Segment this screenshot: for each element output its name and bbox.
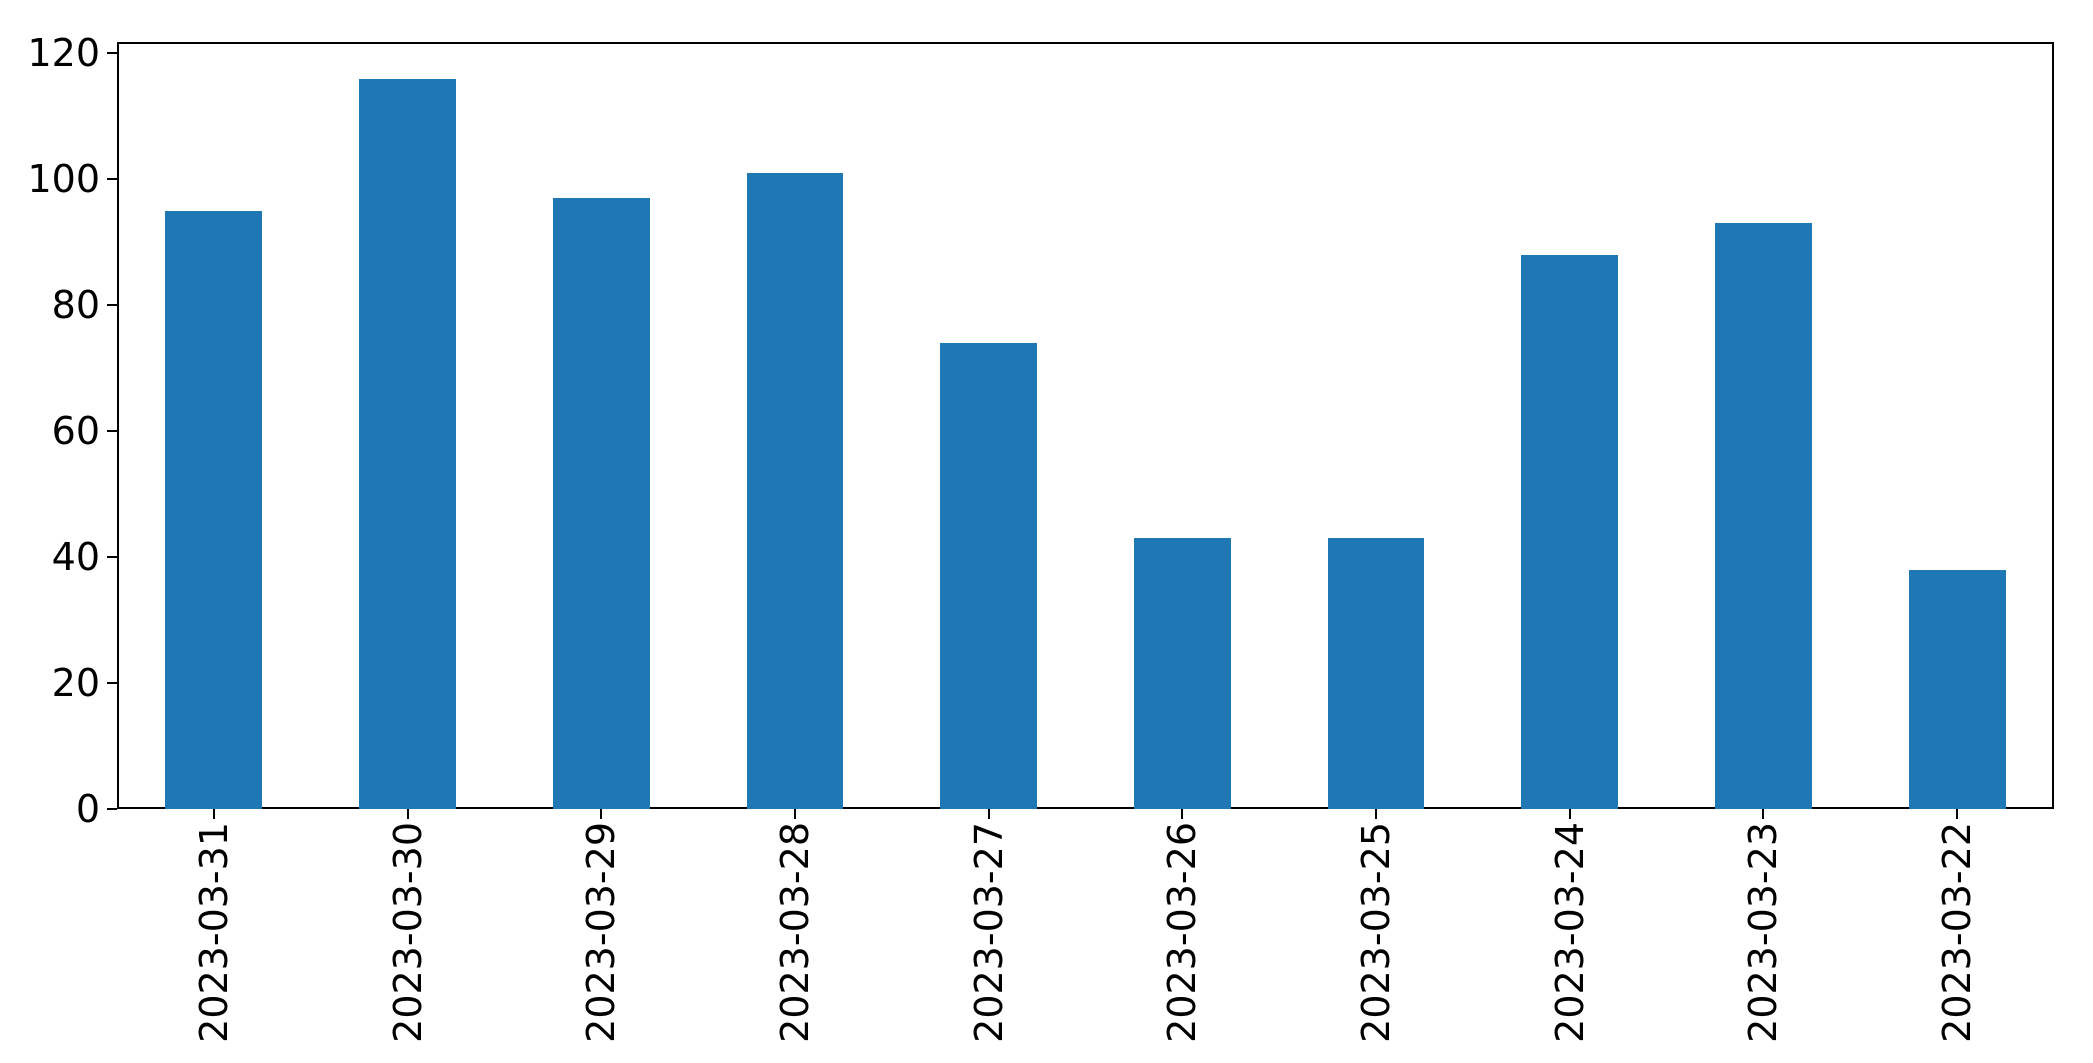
y-tick-mark [107, 556, 117, 559]
y-tick-label: 0 [75, 787, 100, 831]
y-tick-label: 120 [27, 31, 100, 76]
bar [1715, 223, 1812, 809]
y-tick-label: 80 [51, 283, 100, 328]
x-tick-label: 2023-03-22 [1935, 822, 1980, 1043]
y-tick-mark [107, 808, 117, 810]
bar [552, 198, 650, 809]
x-tick-mark [1568, 809, 1571, 819]
x-tick-mark [406, 809, 409, 819]
y-tick-label: 60 [51, 409, 100, 454]
y-tick-mark [107, 682, 117, 685]
x-tick-label: 2023-03-26 [1160, 822, 1205, 1043]
bar [165, 210, 263, 809]
bar [1908, 569, 2006, 809]
x-tick-mark [600, 809, 603, 819]
x-tick-mark [1956, 809, 1959, 819]
bar [746, 172, 844, 809]
bar [1133, 538, 1231, 809]
x-tick-mark [987, 809, 990, 819]
y-tick-label: 40 [51, 535, 100, 580]
x-tick-label: 2023-03-30 [385, 822, 430, 1043]
y-tick-mark [107, 304, 117, 307]
x-tick-label: 2023-03-27 [966, 822, 1011, 1043]
x-tick-label: 2023-03-29 [579, 822, 624, 1043]
x-tick-mark [793, 809, 796, 819]
x-tick-label: 2023-03-28 [772, 822, 817, 1043]
x-tick-label: 2023-03-31 [191, 822, 236, 1043]
bar [940, 343, 1038, 809]
bar [1521, 254, 1619, 809]
x-tick-label: 2023-03-25 [1354, 822, 1399, 1043]
x-tick-label: 2023-03-24 [1547, 822, 1592, 1043]
y-tick-label: 20 [51, 661, 100, 706]
x-tick-mark [1762, 809, 1765, 819]
x-tick-mark [1181, 809, 1184, 819]
y-tick-mark [107, 178, 117, 181]
bar [1327, 538, 1425, 809]
x-tick-mark [212, 809, 215, 819]
bar [359, 78, 456, 809]
x-tick-mark [1375, 809, 1378, 819]
y-tick-mark [107, 52, 117, 55]
x-tick-label: 2023-03-23 [1741, 822, 1786, 1043]
y-tick-mark [107, 430, 117, 433]
y-tick-label: 100 [27, 157, 100, 202]
